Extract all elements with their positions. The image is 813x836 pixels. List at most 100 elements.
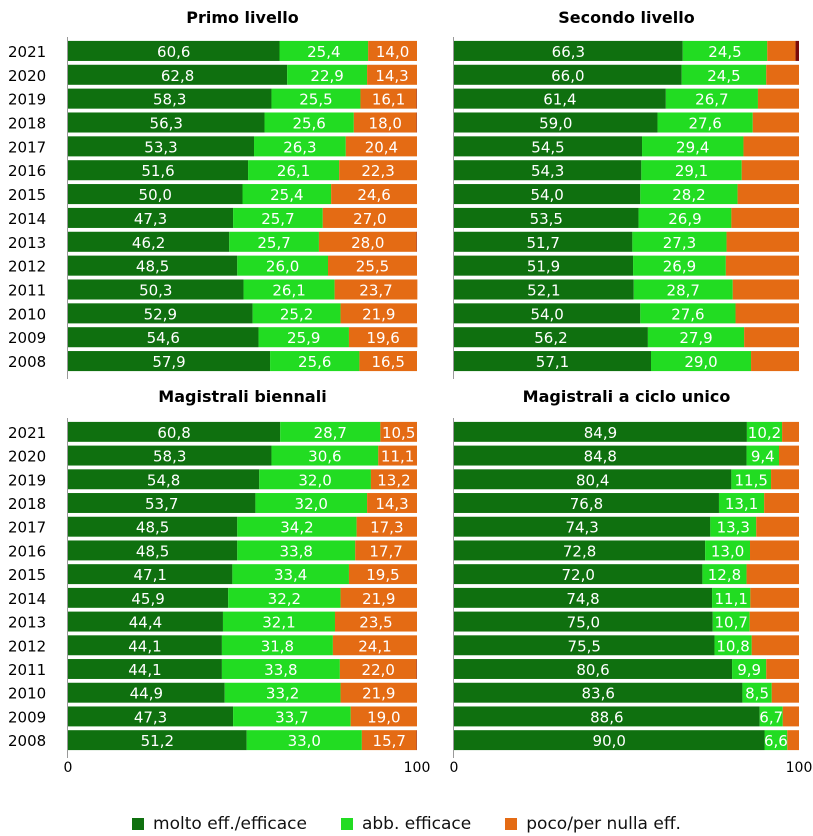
data-label: 34,2 <box>280 519 313 537</box>
y-tick-label: 2013 <box>8 234 46 252</box>
bar-abb-efficace <box>718 493 765 513</box>
bar-poco-per-nulla-eff <box>334 611 417 632</box>
data-label: 51,6 <box>141 162 174 180</box>
data-label: 60,6 <box>157 43 190 61</box>
data-label: 17,3 <box>370 519 403 537</box>
data-label: 26,9 <box>663 258 696 276</box>
y-tick-label: 2019 <box>8 91 46 109</box>
bar-poco-per-nulla-eff <box>360 88 417 109</box>
data-label: 25,5 <box>356 258 389 276</box>
bar-molto-eff-efficace <box>68 231 230 252</box>
y-tick-label: 2010 <box>8 685 46 703</box>
bar-abb-efficace <box>712 611 750 632</box>
y-tick-label: 2018 <box>8 495 46 513</box>
bar-abb-efficace <box>248 160 340 181</box>
bar-molto-eff-efficace <box>68 564 233 585</box>
bar-abb-efficace <box>280 421 381 442</box>
bar-abb-efficace <box>237 540 356 561</box>
data-label: 32,2 <box>268 590 301 608</box>
legend-label-molto: molto eff./efficace <box>153 814 307 834</box>
bar-abb-efficace <box>237 516 357 537</box>
bar-molto-eff-efficace <box>68 184 243 205</box>
bar-abb-efficace <box>221 635 333 656</box>
data-label: 84,8 <box>584 448 617 466</box>
bar-abb-efficace <box>237 255 329 276</box>
bar-abb-efficace <box>682 40 768 61</box>
bar-poco-per-nulla-eff <box>771 682 799 703</box>
bar-abb-efficace <box>232 564 349 585</box>
bar-abb-efficace <box>633 279 733 300</box>
bar-poco-per-nulla-eff <box>359 351 417 372</box>
bar-poco-per-nulla-eff <box>356 516 417 537</box>
x-tick-label: 100 <box>404 760 431 776</box>
bar-abb-efficace <box>270 351 360 372</box>
bar-poco-per-nulla-eff <box>757 88 799 109</box>
data-label: 19,6 <box>366 329 399 347</box>
y-tick-label: 2010 <box>8 305 46 323</box>
data-label: 24,5 <box>707 67 740 85</box>
bar-poco-per-nulla-eff <box>355 540 417 561</box>
data-label: 28,7 <box>314 424 347 442</box>
data-label: 52,1 <box>527 282 560 300</box>
bar-abb-efficace <box>271 88 361 109</box>
bar-poco-per-nulla-eff <box>778 445 799 466</box>
bar-poco-per-nulla-eff <box>751 351 799 372</box>
data-label: 48,5 <box>136 519 169 537</box>
y-tick-label: 2020 <box>8 448 46 466</box>
x-tick-label: 0 <box>450 760 459 776</box>
bar-abb-efficace <box>279 40 369 61</box>
bar-abb-efficace <box>702 564 747 585</box>
bar-molto-eff-efficace <box>68 682 225 703</box>
data-label: 10,7 <box>715 614 748 632</box>
bar-molto-eff-efficace <box>68 587 229 608</box>
data-label: 13,2 <box>377 471 410 489</box>
bar-molto-eff-efficace <box>454 327 648 348</box>
bar-poco-per-nulla-eff <box>367 64 417 85</box>
bar-abb-efficace <box>714 635 752 656</box>
bar-molto-eff-efficace <box>454 351 651 372</box>
bar-molto-eff-efficace <box>68 255 238 276</box>
data-label: 29,4 <box>676 138 709 156</box>
data-label: 14,3 <box>375 67 408 85</box>
data-label: 88,6 <box>590 708 623 726</box>
bar-abb-efficace <box>632 231 727 252</box>
data-label: 26,0 <box>266 258 299 276</box>
bar-poco-per-nulla-eff <box>340 682 417 703</box>
bar-molto-eff-efficace <box>454 160 642 181</box>
data-label: 14,0 <box>376 43 409 61</box>
bar-abb-efficace <box>258 327 349 348</box>
y-tick-label: 2011 <box>8 661 46 679</box>
bar-abb-efficace <box>681 64 767 85</box>
bar-abb-efficace <box>710 516 757 537</box>
bar-abb-efficace <box>732 659 767 679</box>
bar-abb-efficace <box>259 469 371 490</box>
bar-abb-efficace <box>638 207 732 228</box>
data-label: 51,9 <box>527 258 560 276</box>
bar-abb-efficace <box>233 207 323 228</box>
bar-molto-eff-efficace <box>68 64 288 85</box>
data-label: 44,1 <box>128 661 161 679</box>
data-label: 25,2 <box>280 305 313 323</box>
bar-molto-eff-efficace <box>454 469 732 490</box>
panel-primo-livello: Primo livello 2021 60,6 25,4 14,0 2020 62,8 22,… <box>8 8 418 379</box>
data-label: 32,0 <box>298 471 331 489</box>
bar-molto-eff-efficace <box>68 659 222 679</box>
data-label: 51,2 <box>141 732 174 750</box>
data-label: 47,1 <box>133 566 166 584</box>
bar-molto-eff-efficace <box>68 327 259 348</box>
data-label: 50,3 <box>139 282 172 300</box>
bar-poco-per-nulla-eff <box>331 184 417 205</box>
data-label: 22,3 <box>361 162 394 180</box>
data-label: 25,5 <box>299 91 332 109</box>
data-label: 21,9 <box>362 590 395 608</box>
data-label: 26,7 <box>695 91 728 109</box>
bar-poco-per-nulla-eff <box>345 136 417 157</box>
bar-molto-eff-efficace <box>68 469 260 490</box>
chart-figure: Primo livello 2021 60,6 25,4 14,0 2020 62,8 22,… <box>8 8 812 776</box>
bar-molto-eff-efficace <box>68 611 223 632</box>
panel-title: Magistrali a ciclo unico <box>523 387 731 406</box>
data-label: 24,6 <box>357 186 390 204</box>
data-label: 11,1 <box>381 448 414 466</box>
data-label: 28,2 <box>672 186 705 204</box>
bar-poco-per-nulla-eff <box>749 611 799 632</box>
